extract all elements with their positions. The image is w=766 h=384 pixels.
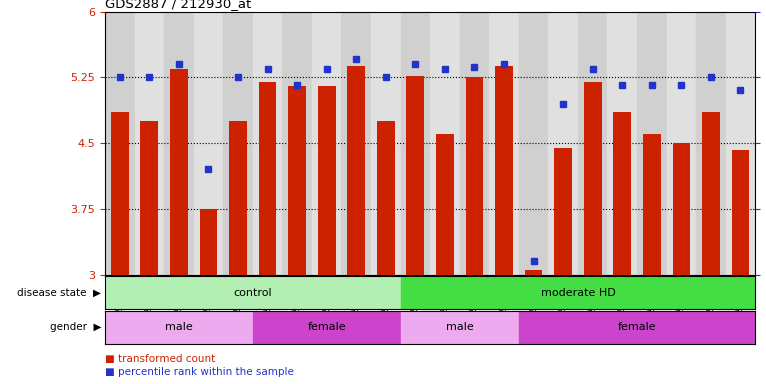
Text: disease state  ▶: disease state ▶: [17, 288, 101, 298]
Bar: [555, 148, 572, 275]
Bar: [525, 270, 542, 275]
Bar: [318, 86, 336, 275]
Text: ■ transformed count: ■ transformed count: [105, 354, 215, 364]
Bar: [199, 209, 218, 275]
Bar: [342, 12, 371, 275]
Bar: [371, 12, 401, 275]
Text: GDS2887 / 212930_at: GDS2887 / 212930_at: [105, 0, 251, 10]
Bar: [223, 12, 253, 275]
Bar: [489, 12, 519, 275]
Bar: [436, 134, 453, 275]
Bar: [637, 12, 666, 275]
Bar: [164, 12, 194, 275]
Bar: [135, 12, 164, 275]
Bar: [253, 311, 401, 344]
Bar: [105, 311, 253, 344]
Bar: [643, 134, 661, 275]
Bar: [347, 66, 365, 275]
Bar: [229, 121, 247, 275]
Bar: [194, 12, 223, 275]
Bar: [702, 113, 720, 275]
Bar: [548, 12, 578, 275]
Bar: [401, 276, 755, 309]
Bar: [283, 12, 312, 275]
Bar: [725, 12, 755, 275]
Bar: [407, 76, 424, 275]
Bar: [430, 12, 460, 275]
Bar: [614, 113, 631, 275]
Bar: [105, 12, 135, 275]
Bar: [259, 82, 277, 275]
Bar: [584, 82, 601, 275]
Bar: [673, 143, 690, 275]
Bar: [401, 12, 430, 275]
Bar: [666, 12, 696, 275]
Text: female: female: [307, 322, 346, 333]
Bar: [495, 66, 513, 275]
Text: male: male: [165, 322, 193, 333]
Bar: [519, 12, 548, 275]
Bar: [466, 77, 483, 275]
Bar: [377, 121, 394, 275]
Text: male: male: [446, 322, 473, 333]
Text: female: female: [617, 322, 656, 333]
Bar: [105, 276, 401, 309]
Bar: [732, 150, 749, 275]
Text: control: control: [234, 288, 272, 298]
Text: moderate HD: moderate HD: [541, 288, 615, 298]
Bar: [607, 12, 637, 275]
Bar: [111, 113, 129, 275]
Bar: [253, 12, 283, 275]
Bar: [170, 68, 188, 275]
Bar: [519, 311, 755, 344]
Bar: [401, 311, 519, 344]
Bar: [696, 12, 725, 275]
Bar: [312, 12, 342, 275]
Bar: [288, 86, 306, 275]
Bar: [140, 121, 158, 275]
Bar: [460, 12, 489, 275]
Bar: [578, 12, 607, 275]
Text: ■ percentile rank within the sample: ■ percentile rank within the sample: [105, 367, 294, 377]
Text: gender  ▶: gender ▶: [50, 322, 101, 333]
